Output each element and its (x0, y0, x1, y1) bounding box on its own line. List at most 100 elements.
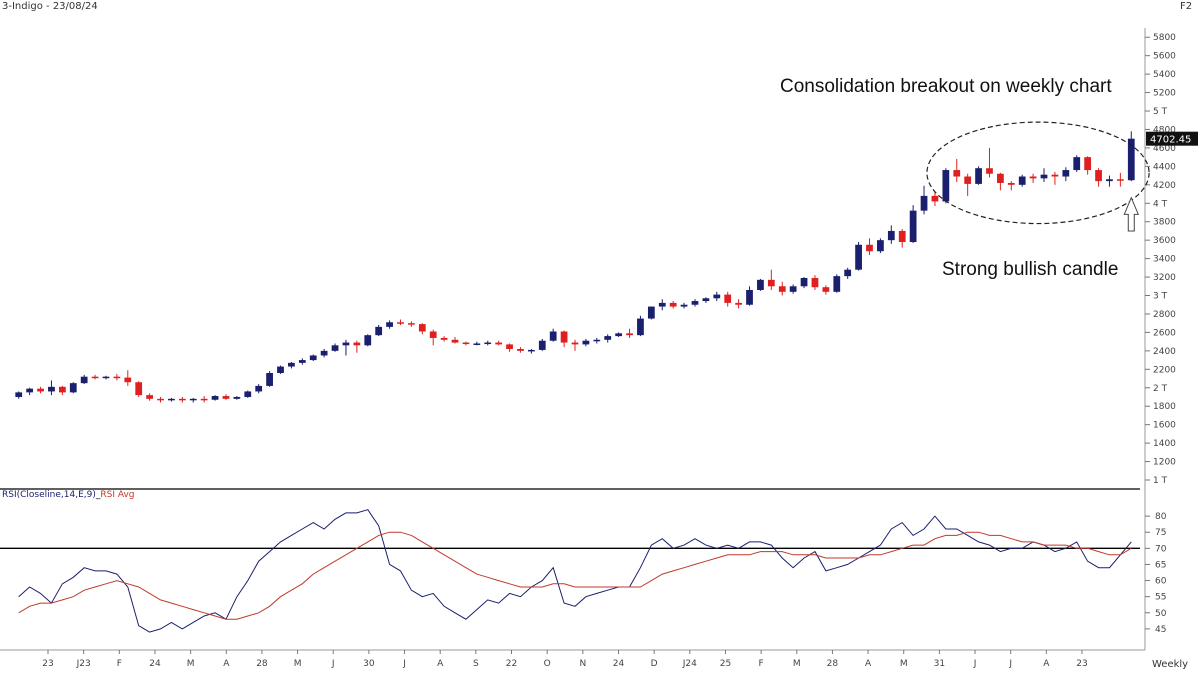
candle-body (135, 382, 143, 396)
time-tick-label: M (793, 659, 801, 669)
candle-body (931, 195, 939, 202)
time-tick-label: F (117, 659, 122, 669)
candle-body (233, 396, 241, 399)
price-tick-label: 2 T (1153, 384, 1168, 394)
candle-body (168, 398, 175, 401)
candle-body (647, 306, 655, 319)
time-tick-label: 28 (256, 659, 268, 669)
time-tick-label: J (1008, 659, 1012, 669)
candle-body (48, 386, 55, 392)
candle-body (157, 398, 164, 401)
rsi-tick-label: 70 (1155, 544, 1167, 554)
candle-body (146, 395, 153, 399)
candle-body (189, 398, 197, 401)
time-tick-label: J23 (76, 659, 91, 669)
price-tick-label: 3600 (1153, 236, 1176, 246)
candle-body (997, 173, 1004, 183)
time-tick-label: A (437, 659, 444, 669)
candle-body (462, 342, 470, 345)
candle-body (80, 376, 88, 384)
candle-body (702, 298, 710, 302)
price-tick-label: 4600 (1153, 144, 1176, 154)
candle-body (375, 326, 383, 336)
time-tick-label: 23 (1076, 659, 1087, 669)
breakout-annotation: Consolidation breakout on weekly chart (780, 76, 1112, 97)
time-tick-label: A (1043, 659, 1050, 669)
candle-body (637, 318, 644, 336)
candle-body (58, 386, 66, 393)
time-tick-label: J (331, 659, 335, 669)
candle-body (887, 230, 895, 241)
candle-body (615, 333, 623, 337)
price-tick-label: 5200 (1153, 89, 1176, 99)
candle-body (866, 244, 873, 252)
candle-body (309, 355, 317, 361)
price-tick-label: 5800 (1153, 33, 1176, 43)
price-tick-label: 3200 (1153, 273, 1176, 283)
rsi-tick-label: 75 (1155, 528, 1166, 538)
candle-body (331, 345, 339, 351)
candle-body (222, 396, 230, 399)
candle-body (626, 333, 633, 336)
time-tick-label: J (973, 659, 977, 669)
price-tick-label: 4200 (1153, 181, 1176, 191)
price-tick-label: 5400 (1153, 70, 1176, 80)
time-tick-label: 23 (42, 659, 53, 669)
time-tick-label: D (651, 659, 658, 669)
candle-body (1007, 182, 1015, 185)
candle-body (680, 304, 688, 307)
candle-body (1127, 138, 1135, 181)
candle-body (811, 277, 819, 288)
candle-body (604, 336, 612, 340)
candle-body (1084, 157, 1092, 171)
chart-header: 3-Indigo - 23/08/24 (2, 1, 98, 12)
time-tick-label: F (759, 659, 764, 669)
candle-body (440, 337, 448, 340)
candle-body (691, 301, 699, 305)
candle-body (244, 391, 252, 397)
candle-body (37, 388, 44, 392)
candle-body (266, 372, 273, 386)
candle-body (506, 344, 513, 350)
time-tick-label: M (900, 659, 908, 669)
candle-body (1073, 157, 1081, 171)
candle-body (920, 195, 928, 211)
candle-body (855, 244, 862, 270)
candle-body (429, 331, 437, 338)
candle-body (320, 350, 328, 356)
candle-body (517, 349, 524, 351)
candle-body (909, 210, 917, 243)
candle-body (746, 289, 753, 305)
candle-body (288, 362, 295, 367)
candle-body (538, 340, 546, 350)
rsi-tick-label: 45 (1155, 625, 1166, 635)
candle-body (844, 269, 852, 277)
candle-body (877, 240, 884, 252)
candle-body (1018, 176, 1026, 185)
candle-body (975, 168, 982, 184)
candle-body (298, 360, 306, 363)
time-tick-label: 24 (613, 659, 625, 669)
current-price-label: 4702.45 (1150, 135, 1191, 146)
candle-body (1106, 179, 1113, 182)
candle-body (386, 322, 393, 327)
time-tick-label: 24 (149, 659, 161, 669)
candle-body (833, 276, 841, 292)
candle-body (669, 302, 677, 307)
candle-body (582, 340, 590, 345)
consolidation-ellipse (926, 121, 1150, 225)
time-tick-label: N (579, 659, 586, 669)
candle-body (91, 376, 99, 379)
candle-body (418, 324, 426, 332)
candle-body (767, 279, 775, 287)
candle-body (800, 277, 808, 287)
candle-body (124, 377, 132, 383)
time-tick-label: S (473, 659, 479, 669)
price-tick-label: 1600 (1153, 421, 1176, 431)
candle-body (408, 323, 415, 325)
candle-body (778, 286, 786, 292)
breakout-arrow (1123, 196, 1140, 232)
candle-body (277, 366, 284, 373)
candle-body (964, 176, 972, 184)
price-tick-label: 1200 (1153, 458, 1176, 468)
